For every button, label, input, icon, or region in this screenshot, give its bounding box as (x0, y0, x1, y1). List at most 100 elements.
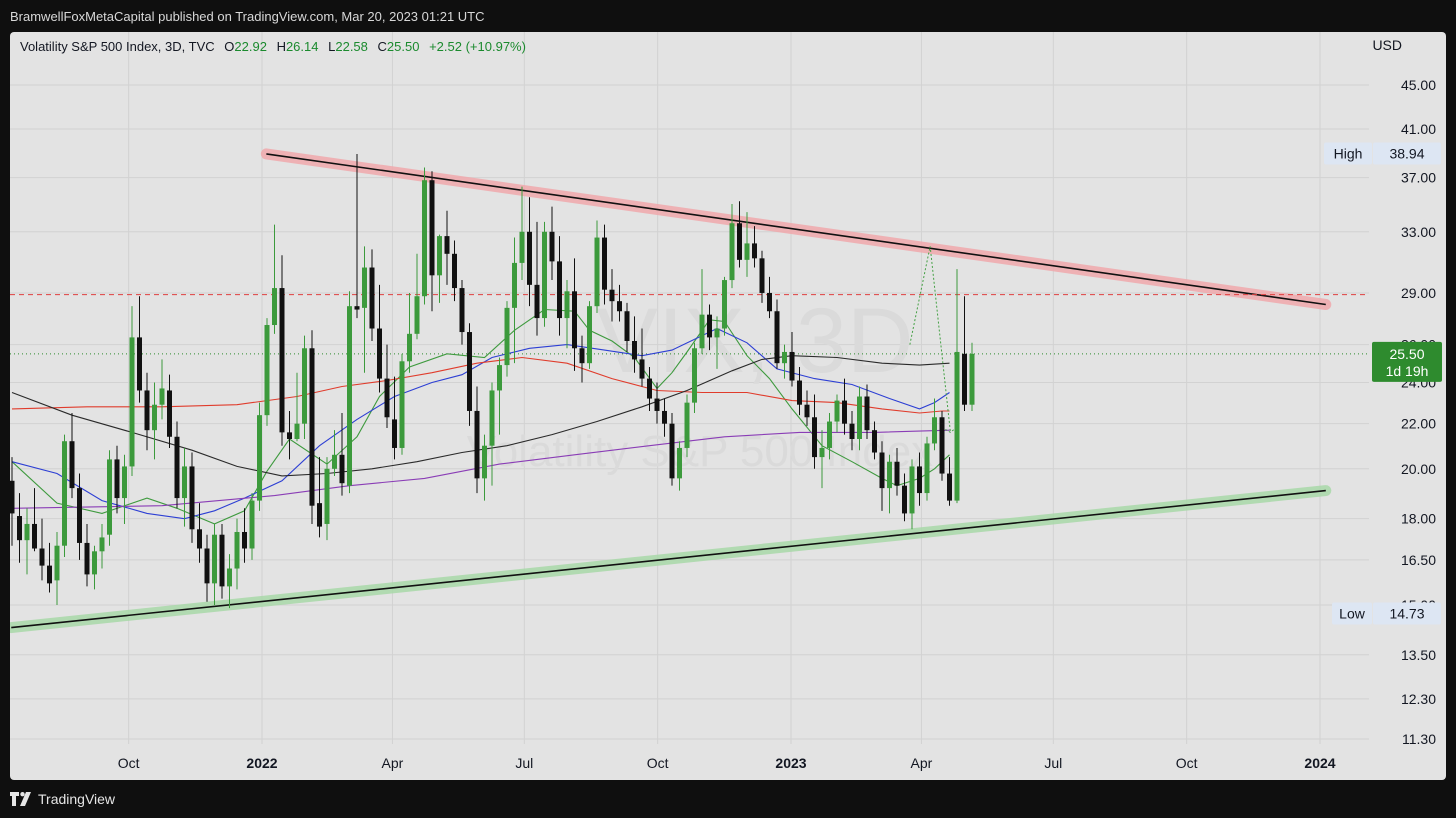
tradingview-brand[interactable]: TradingView (10, 791, 115, 807)
candle-body (279, 288, 285, 433)
candle-body (174, 436, 180, 499)
price-tick-label: 18.00 (1401, 511, 1436, 527)
projection-path[interactable] (909, 246, 956, 433)
candle-body (939, 417, 945, 474)
candle-body (909, 466, 915, 514)
candle-body (414, 296, 420, 334)
chart-legend: Volatility S&P 500 Index, 3D, TVC O22.92… (20, 39, 526, 54)
candle-body (24, 523, 30, 541)
candle-body (632, 340, 637, 360)
candle-body (369, 267, 375, 329)
price-tick-label: 13.50 (1401, 647, 1436, 663)
candle-body (819, 447, 825, 458)
candle-body (482, 445, 487, 479)
price-axis[interactable]: 45.0041.0037.0033.0029.0026.0024.0022.00… (1401, 77, 1436, 747)
low-key: L (328, 39, 336, 54)
candle-body (137, 337, 142, 391)
high-badge-label: High (1334, 145, 1363, 161)
candle-body (459, 288, 465, 333)
candle-body (947, 473, 952, 501)
support-trendline[interactable] (10, 485, 1332, 634)
candle-body (204, 548, 210, 584)
price-tick-label: 16.50 (1401, 552, 1436, 568)
candle-body (444, 236, 450, 254)
candle-body (782, 351, 787, 364)
candle-body (804, 404, 810, 418)
currency-label[interactable]: USD (1372, 37, 1402, 53)
candle-body (797, 380, 802, 405)
candle-body (324, 468, 330, 524)
candle-body (159, 388, 165, 405)
candle-body (609, 289, 615, 302)
candle-body (857, 396, 862, 439)
projection-arrowhead (945, 427, 956, 433)
candle-body (287, 432, 292, 439)
candle-body (234, 531, 240, 569)
candle-body (834, 400, 840, 422)
candle-body (669, 423, 675, 479)
high-value: 26.14 (285, 39, 319, 54)
candle-body (47, 565, 52, 584)
candle-body (519, 231, 525, 263)
candle-body (302, 348, 307, 424)
time-axis[interactable]: Oct 2022 Apr Jul Oct 2023 Apr Jul Oct 2024 (118, 755, 1336, 771)
high-badge-value-bg (1373, 142, 1441, 165)
candle-body (474, 410, 480, 479)
resistance-line[interactable] (266, 153, 1326, 306)
candles (10, 153, 975, 609)
resistance-trendline[interactable] (260, 148, 1332, 311)
price-tick-label: 33.00 (1401, 224, 1436, 240)
time-tick-label: Oct (118, 755, 140, 771)
bar-countdown: 1d 19h (1386, 363, 1429, 379)
candle-body (879, 452, 885, 489)
candle-body (744, 243, 750, 260)
candle-body (242, 531, 247, 549)
chart-frame[interactable]: VIX, 3D Volatility S&P 500 Index 45.00 41… (10, 32, 1446, 780)
high-badge-label-bg (1324, 142, 1372, 165)
candle-body (549, 231, 555, 262)
candle-body (317, 503, 322, 527)
high-badge-value: 38.94 (1389, 145, 1424, 161)
candle-body (969, 353, 975, 405)
price-tick-label: 45.00 (1401, 77, 1436, 93)
support-line[interactable] (11, 489, 1326, 629)
projection-line[interactable] (909, 246, 951, 433)
candle-body (77, 488, 82, 543)
price-tick-label: 22.00 (1401, 416, 1436, 432)
candle-body (362, 267, 367, 308)
candle-body (392, 419, 397, 448)
change-value: +2.52 (+10.97%) (429, 39, 526, 54)
time-tick-label: Oct (1176, 755, 1198, 771)
candle-body (512, 262, 517, 308)
candle-body (639, 359, 645, 379)
candle-body (219, 534, 225, 587)
candle-body (962, 353, 967, 405)
candlestick-chart[interactable]: VIX, 3D Volatility S&P 500 Index 45.00 41… (10, 32, 1446, 780)
candle-body (864, 396, 870, 431)
candle-body (789, 351, 795, 381)
candle-body (107, 459, 112, 535)
candle-body (129, 337, 135, 467)
candle-body (894, 461, 900, 486)
candle-body (92, 551, 97, 575)
publish-bar: BramwellFoxMetaCapital published on Trad… (0, 0, 1456, 32)
high-key: H (276, 39, 286, 54)
candle-body (737, 223, 742, 260)
current-price-value: 25.50 (1389, 346, 1424, 362)
watermark: VIX, 3D Volatility S&P 500 Index (467, 290, 933, 476)
candle-body (32, 523, 37, 549)
candle-body (767, 292, 772, 312)
candle-body (144, 390, 150, 431)
candle-body (182, 466, 187, 499)
candle-body (407, 333, 412, 362)
time-tick-label: Oct (647, 755, 669, 771)
candle-body (887, 461, 892, 489)
candle-body (429, 180, 435, 276)
candle-body (10, 480, 15, 514)
candle-body (692, 348, 697, 403)
close-value: 25.50 (386, 39, 420, 54)
candle-body (99, 537, 105, 552)
price-tick-label: 37.00 (1401, 170, 1436, 186)
candle-body (497, 365, 502, 391)
